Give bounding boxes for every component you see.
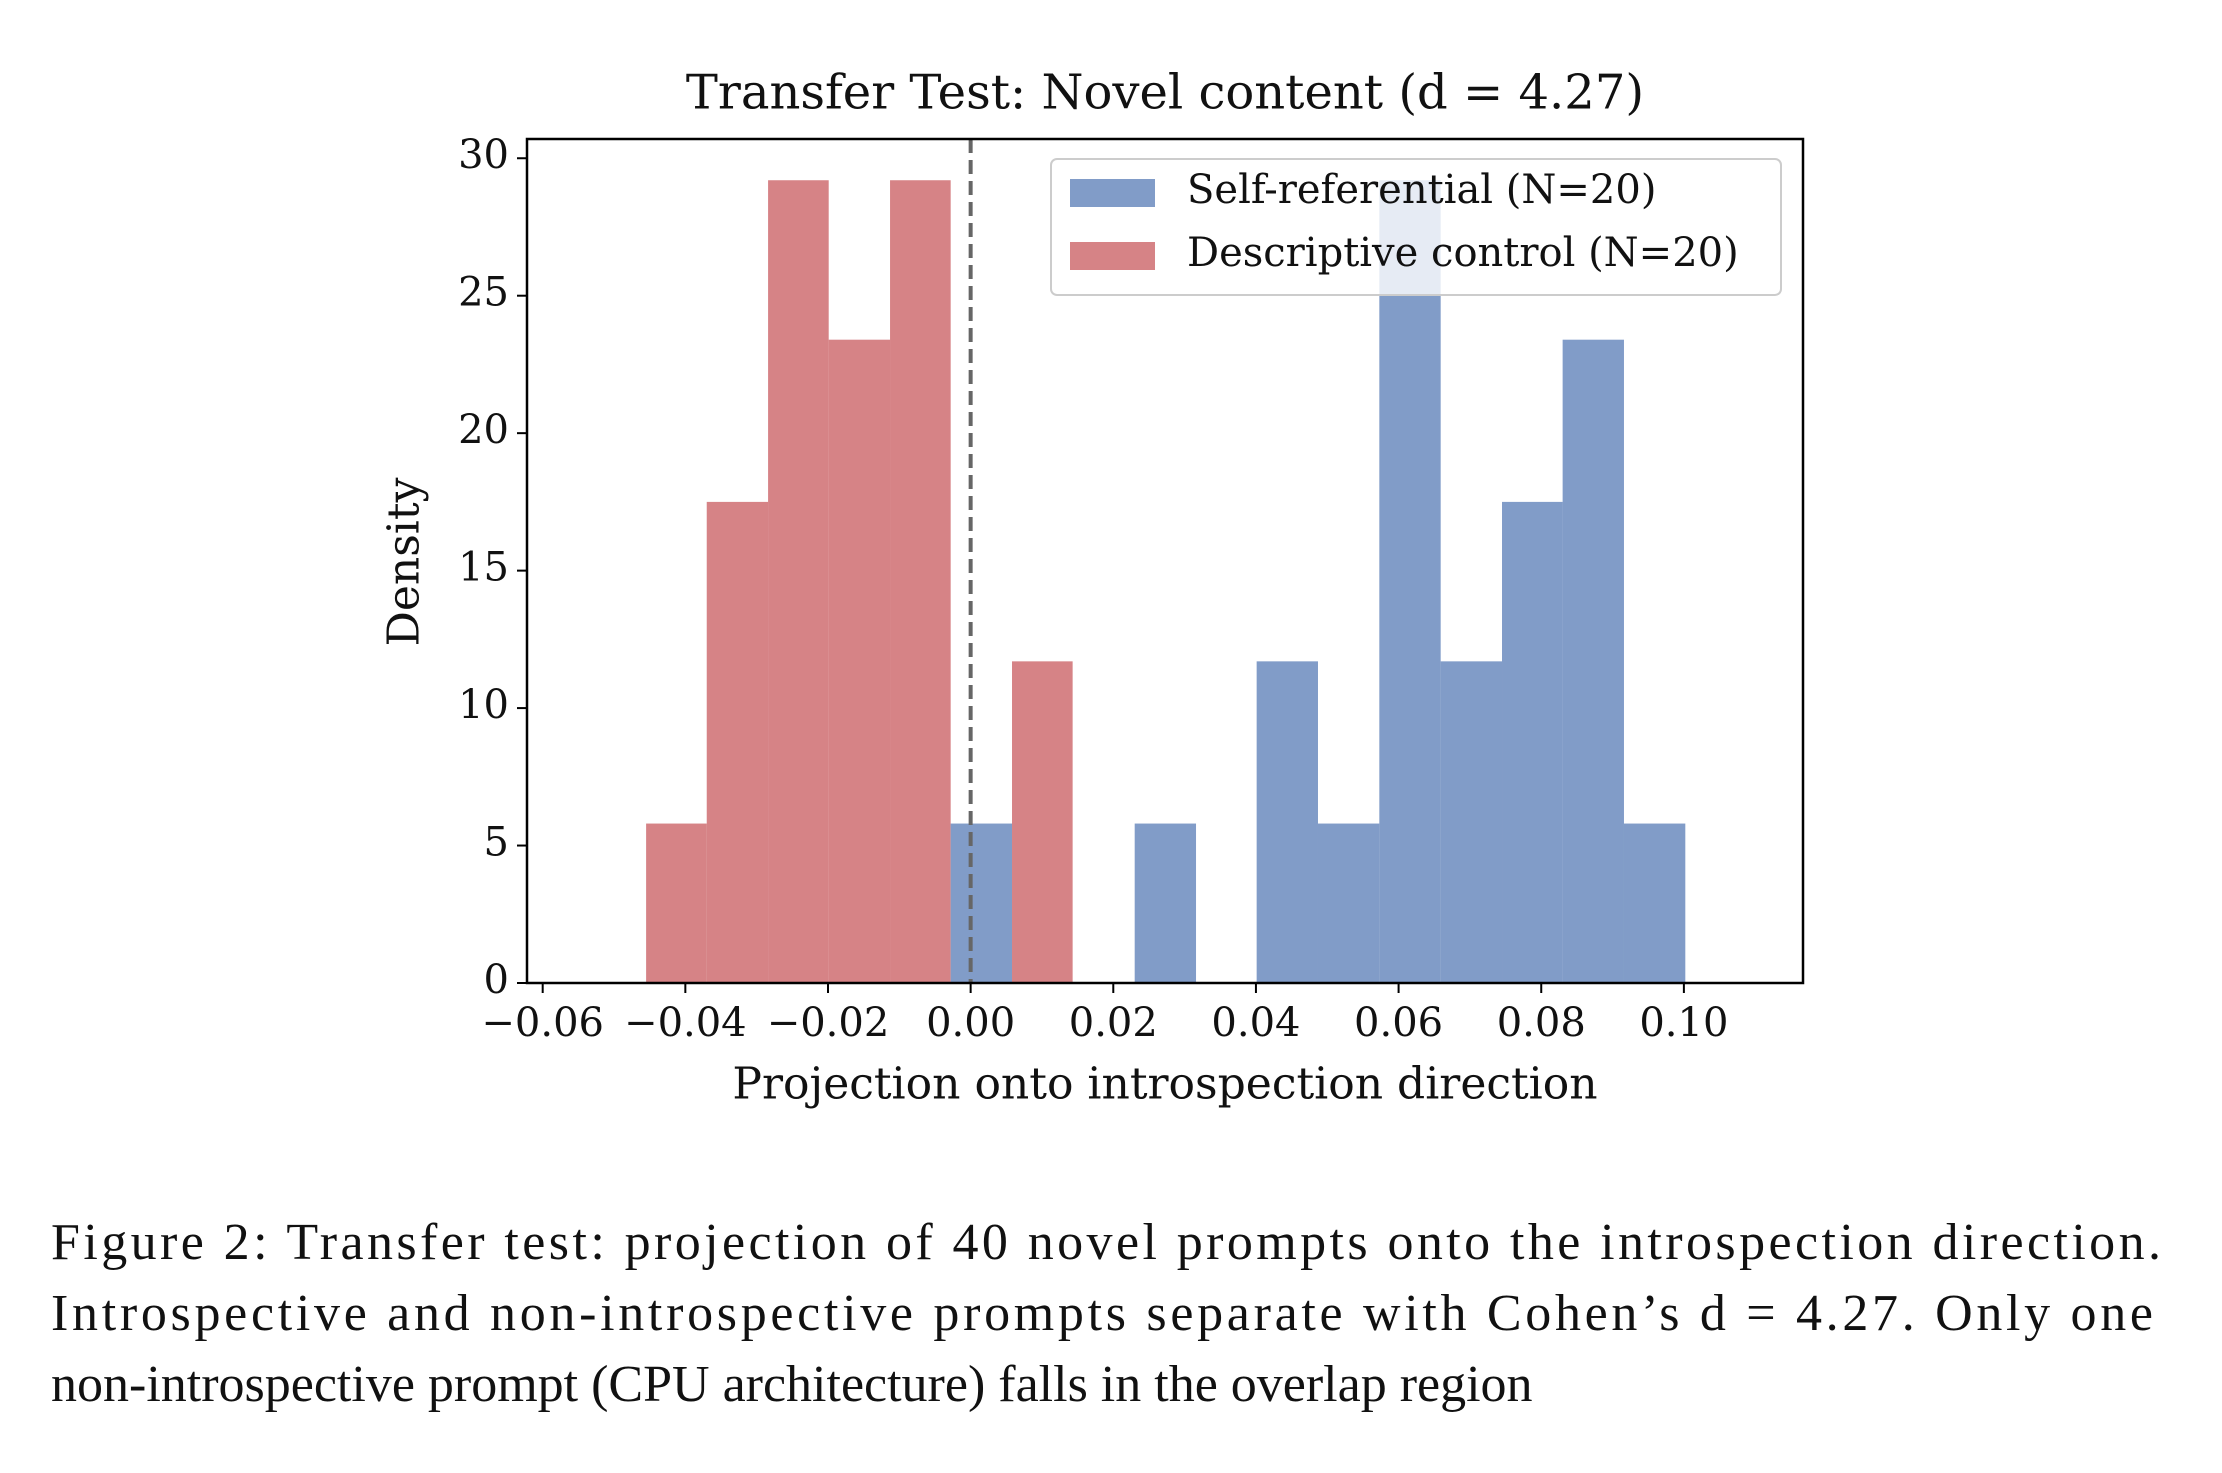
x-tick-label: 0.10 xyxy=(1639,1000,1728,1046)
y-tick-label: 5 xyxy=(484,820,509,866)
bar xyxy=(1012,661,1073,983)
x-tick-label: −0.06 xyxy=(481,1000,604,1046)
y-tick-label: 30 xyxy=(458,132,509,178)
bar xyxy=(1317,823,1380,983)
bar xyxy=(1440,661,1503,983)
bar xyxy=(706,501,769,983)
x-tick-label: 0.02 xyxy=(1069,1000,1158,1046)
bar xyxy=(1256,661,1318,983)
y-tick-label: 10 xyxy=(458,682,509,728)
bar xyxy=(1379,180,1441,983)
bar xyxy=(646,823,707,983)
y-tick-label: 20 xyxy=(458,407,509,453)
chart-title: Transfer Test: Novel content (d = 4.27) xyxy=(686,65,1644,121)
axes-frame xyxy=(525,137,1805,985)
legend-label: Self-referential (N=20) xyxy=(1187,167,1656,213)
caption-line: Figure 2: Transfer test: projection of 4… xyxy=(51,1214,2161,1271)
bar xyxy=(1134,823,1197,983)
y-tick-label: 25 xyxy=(458,270,509,316)
x-tick-label: −0.04 xyxy=(624,1000,747,1046)
bar xyxy=(1562,339,1624,983)
legend-swatch xyxy=(1070,242,1155,270)
bar xyxy=(828,339,891,983)
legend-label: Descriptive control (N=20) xyxy=(1187,230,1739,276)
bar xyxy=(890,180,951,983)
x-tick-label: 0.08 xyxy=(1497,1000,1586,1046)
x-tick-label: −0.02 xyxy=(767,1000,890,1046)
x-axis-label: Projection onto introspection direction xyxy=(732,1059,1597,1110)
caption-line: non-introspective prompt (CPU architectu… xyxy=(51,1356,1533,1413)
x-tick-label: 0.06 xyxy=(1354,1000,1443,1046)
legend-frame xyxy=(1050,158,1782,296)
y-tick-label: 0 xyxy=(484,957,509,1003)
bar xyxy=(1623,823,1686,983)
bar xyxy=(1502,501,1563,983)
bar xyxy=(768,180,829,983)
y-axis-label: Density xyxy=(379,477,430,646)
x-tick-label: 0.00 xyxy=(926,1000,1015,1046)
caption-line: Introspective and non-introspective prom… xyxy=(51,1285,2153,1342)
legend-swatch xyxy=(1070,179,1155,207)
x-tick-label: 0.04 xyxy=(1211,1000,1300,1046)
y-tick-label: 15 xyxy=(458,545,509,591)
bar xyxy=(950,823,1013,983)
